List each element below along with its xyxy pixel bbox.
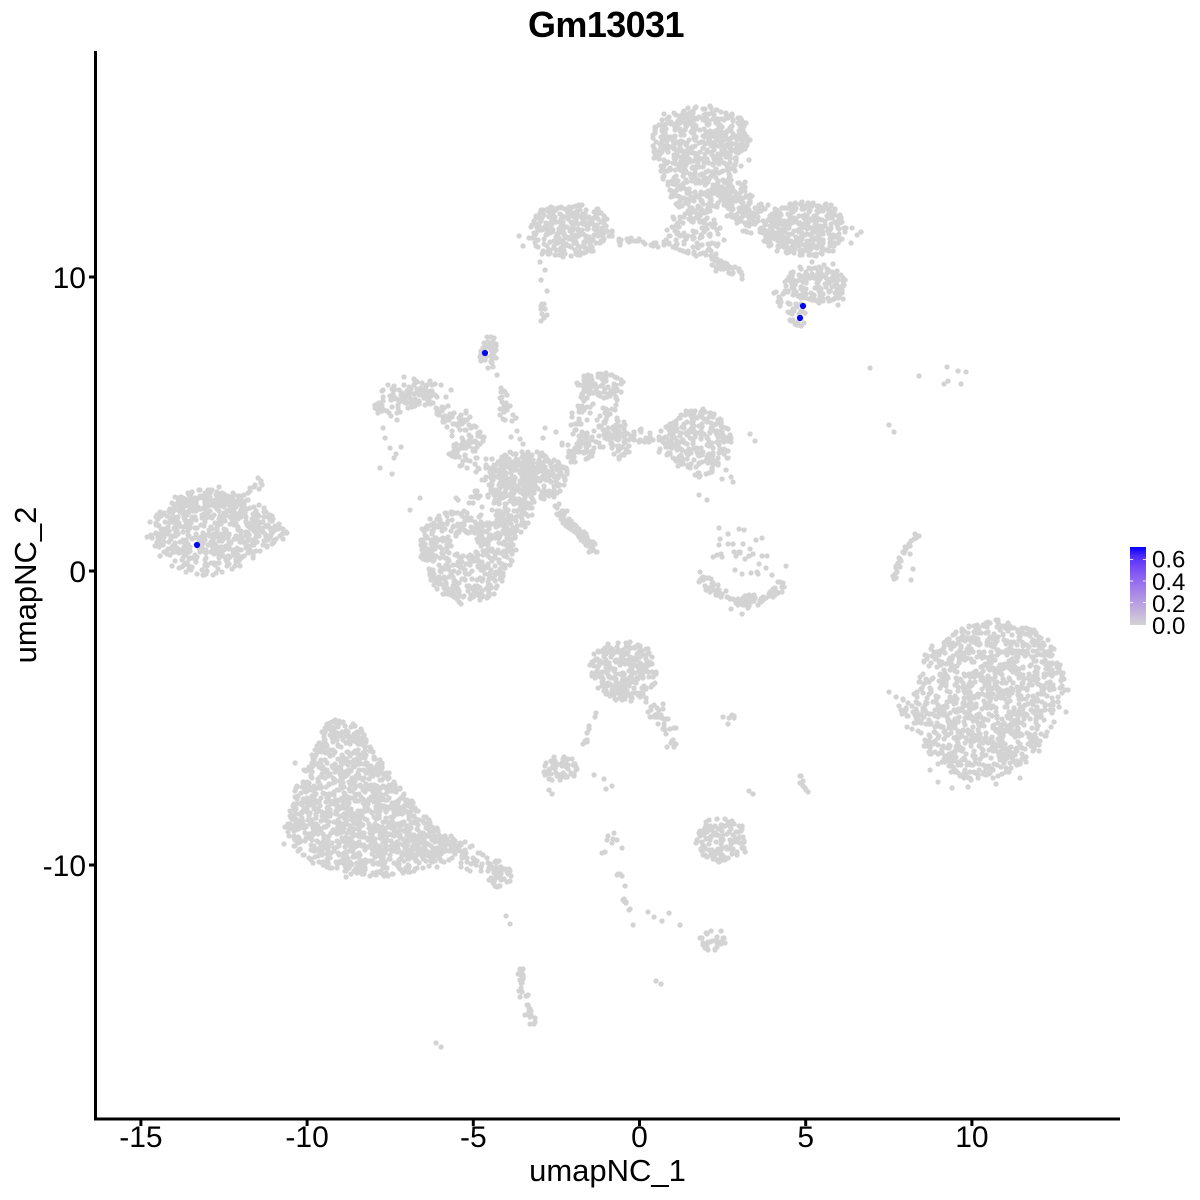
svg-text:-15: -15	[119, 1121, 162, 1154]
svg-text:-10: -10	[43, 850, 86, 883]
svg-text:0.2: 0.2	[1152, 591, 1185, 618]
svg-text:10: 10	[955, 1121, 988, 1154]
svg-text:0: 0	[631, 1121, 648, 1154]
svg-text:0.4: 0.4	[1152, 569, 1185, 596]
svg-text:0: 0	[69, 556, 86, 589]
svg-text:Gm13031: Gm13031	[528, 4, 684, 45]
svg-text:10: 10	[53, 262, 86, 295]
svg-text:umapNC_1: umapNC_1	[529, 1153, 686, 1188]
svg-text:-10: -10	[285, 1121, 328, 1154]
svg-text:0.6: 0.6	[1152, 547, 1185, 574]
svg-text:umapNC_2: umapNC_2	[8, 507, 43, 664]
svg-text:0.0: 0.0	[1152, 613, 1185, 640]
svg-text:5: 5	[797, 1121, 814, 1154]
svg-text:-5: -5	[460, 1121, 487, 1154]
